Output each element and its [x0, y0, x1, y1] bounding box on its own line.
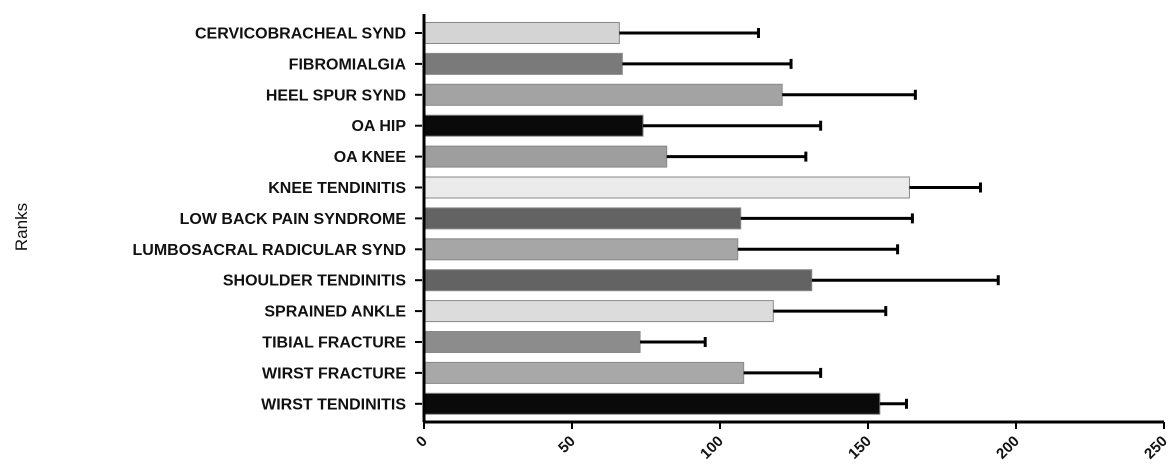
category-label: CERVICOBRACHEAL SYND: [195, 26, 406, 43]
error-bars-group: [619, 28, 1000, 409]
category-label: OA KNEE: [334, 149, 407, 166]
x-tick-label: 0: [413, 433, 431, 451]
category-label: LUMBOSACRAL RADICULAR SYND: [133, 242, 406, 259]
bar: [423, 331, 641, 353]
bar: [423, 52, 623, 75]
bar: [423, 300, 774, 323]
category-label: OA HIP: [351, 118, 406, 135]
bar: [423, 176, 910, 199]
x-tick-label: 250: [1141, 433, 1171, 463]
x-tick-label: 50: [555, 433, 579, 457]
y-axis-title: Ranks: [12, 203, 31, 251]
bar: [423, 83, 783, 106]
bar: [423, 207, 742, 230]
bar: [423, 145, 668, 168]
category-label: TIBIAL FRACTURE: [262, 335, 406, 352]
bar: [423, 238, 739, 261]
category-label: HEEL SPUR SYND: [266, 87, 406, 104]
bar: [423, 22, 620, 44]
category-label: KNEE TENDINITIS: [268, 180, 406, 197]
bar: [423, 361, 745, 384]
bar: [423, 392, 881, 415]
category-label: LOW BACK PAIN SYNDROME: [180, 211, 407, 228]
bar: [423, 114, 644, 137]
category-label: SHOULDER TENDINITIS: [223, 273, 406, 290]
x-tick-label: 100: [697, 433, 727, 463]
category-label: FIBROMIALGIA: [289, 56, 407, 73]
category-label: WIRST TENDINITIS: [261, 396, 406, 413]
category-label: SPRAINED ANKLE: [264, 304, 406, 321]
category-labels-group: CERVICOBRACHEAL SYND FIBROMIALGIA HEEL SPU…: [133, 26, 407, 414]
x-tick-label: 200: [993, 433, 1023, 463]
category-label: WIRST FRACTURE: [262, 365, 406, 382]
axes-group: 0 50 100 150 200 250: [413, 14, 1171, 463]
bar: [423, 269, 813, 292]
x-tick-label: 150: [845, 433, 875, 463]
